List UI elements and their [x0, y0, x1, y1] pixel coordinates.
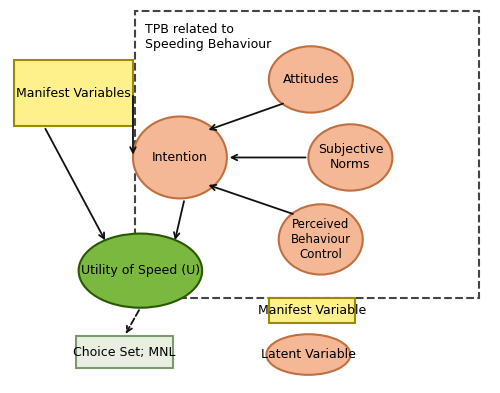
Ellipse shape [133, 116, 227, 198]
FancyBboxPatch shape [269, 298, 356, 323]
Ellipse shape [308, 124, 392, 191]
Text: Attitudes: Attitudes [282, 73, 339, 86]
Text: TPB related to
Speeding Behaviour: TPB related to Speeding Behaviour [146, 23, 272, 51]
Text: Manifest Variables: Manifest Variables [16, 86, 131, 99]
Text: Perceived
Behaviour
Control: Perceived Behaviour Control [290, 218, 351, 261]
Text: Utility of Speed (U): Utility of Speed (U) [81, 264, 200, 277]
Ellipse shape [78, 233, 202, 308]
Ellipse shape [269, 46, 353, 113]
Text: Subjective
Norms: Subjective Norms [318, 143, 383, 171]
Text: Manifest Variable: Manifest Variable [258, 304, 366, 317]
Ellipse shape [266, 334, 350, 375]
FancyBboxPatch shape [14, 60, 133, 126]
Text: Latent Variable: Latent Variable [261, 348, 356, 361]
Ellipse shape [278, 204, 362, 275]
Text: Choice Set; MNL: Choice Set; MNL [73, 346, 176, 359]
FancyBboxPatch shape [76, 336, 172, 368]
Text: Intention: Intention [152, 151, 208, 164]
